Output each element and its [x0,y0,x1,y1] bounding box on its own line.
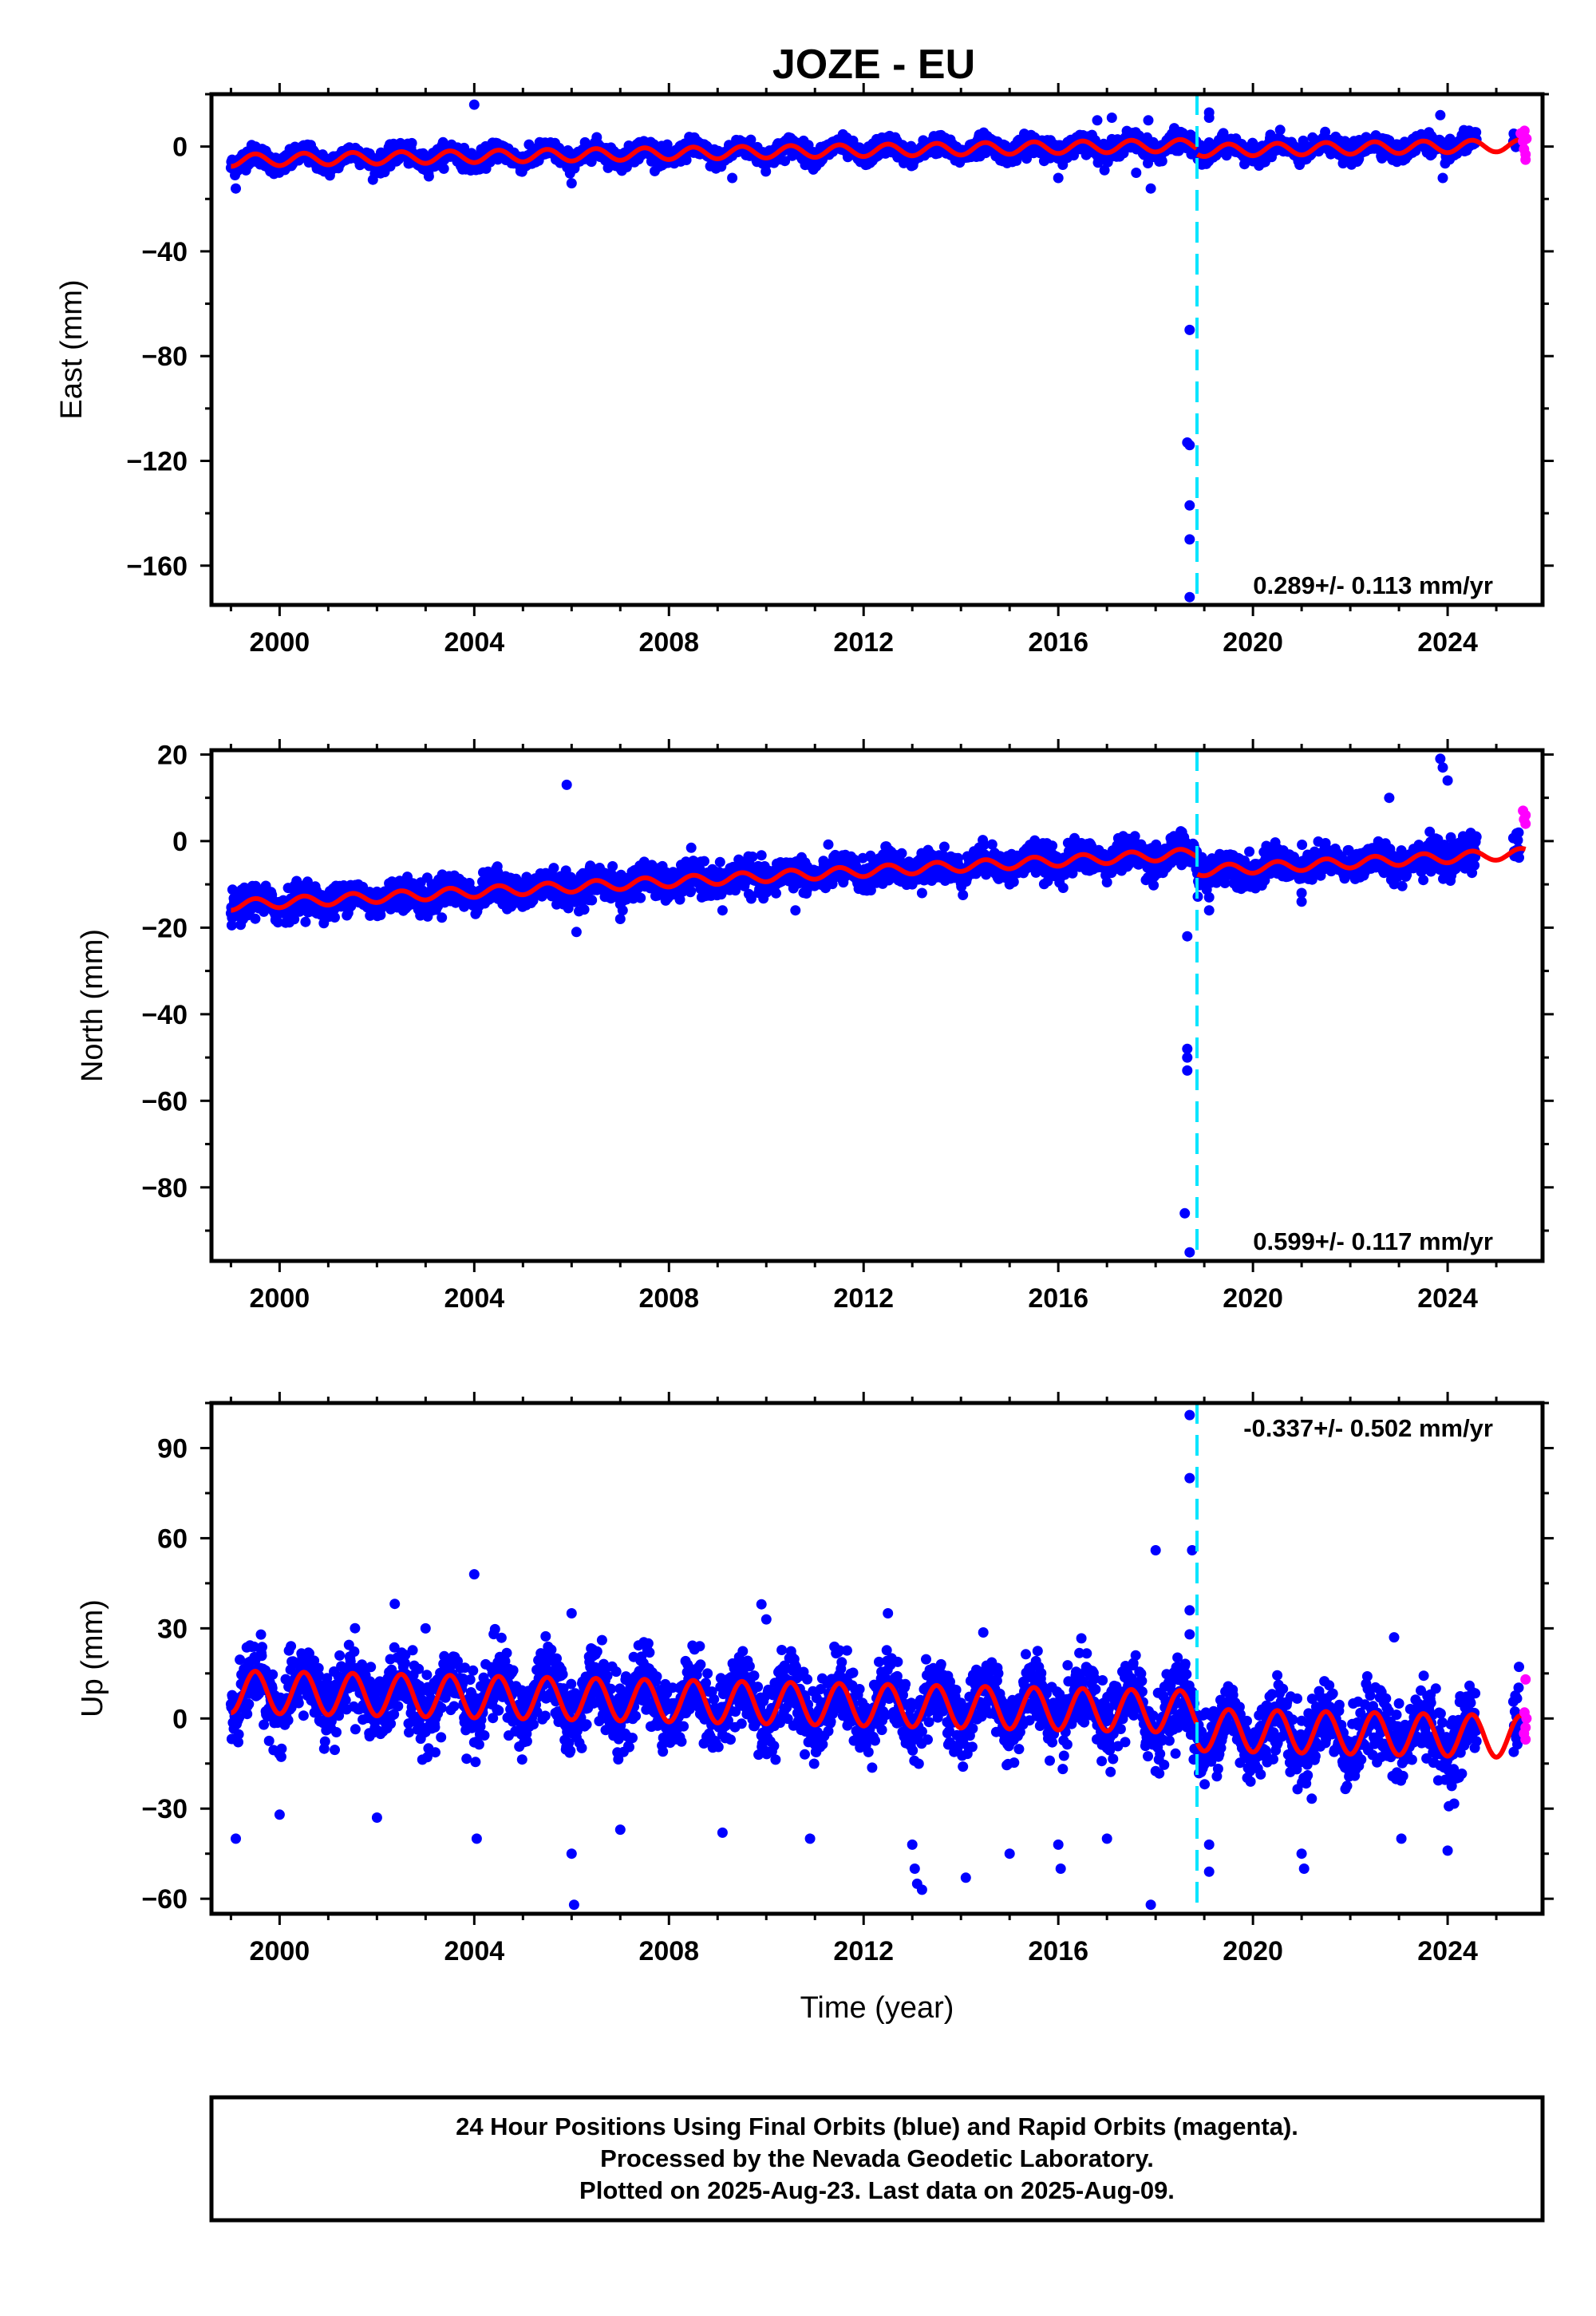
final-orbit-point [745,134,757,145]
final-orbit-point [1274,124,1286,136]
outlier-point [1131,168,1142,178]
final-orbit-point [437,912,448,923]
outlier-point [1053,172,1064,184]
rapid-orbit-point [1519,125,1530,136]
final-orbit-point [607,861,618,871]
outlier-point [1092,115,1103,126]
x-tick-label: 2024 [1417,627,1478,658]
final-orbit-point [548,863,559,874]
y-tick-label: −160 [126,551,188,582]
final-orbit-point [330,912,340,923]
outlier-point [1184,591,1195,603]
final-orbit-point [771,887,781,899]
outlier-point [1437,172,1448,184]
y-tick-label: 0 [172,132,188,163]
outlier-point [566,178,577,189]
final-orbit-point [586,156,597,168]
outlier-point [1106,113,1117,123]
x-tick-label: 2000 [250,627,310,658]
x-tick-label: 2004 [444,627,505,658]
final-orbit-point [300,916,311,927]
outlier-point [1203,113,1215,123]
final-orbit-point [760,166,772,177]
outlier-point [1184,534,1195,545]
final-orbit-point [699,856,709,867]
final-orbit-points [225,753,1525,1258]
outlier-point [727,172,738,184]
y-tick-label: −80 [141,342,188,372]
final-orbit-point [438,163,449,174]
outlier-point [1184,324,1195,335]
outlier-point [468,99,480,110]
north-panel: 2000 2004 2008 2012 2016 2020 2024200−20−40−60… [76,739,1554,1314]
final-orbit-point [685,842,697,853]
final-orbit-point [523,139,535,150]
panel-frame [209,92,1545,607]
outlier-point [1143,115,1154,126]
final-orbit-point [756,850,767,861]
x-tick-label: 2020 [1223,627,1283,658]
outlier-point [1184,440,1195,451]
final-orbit-point [823,839,834,850]
y-axis-label: East (mm) [55,279,89,419]
plot-area [225,99,1532,603]
final-orbit-point [406,137,417,148]
final-orbit-point [938,841,950,852]
final-orbit-point [681,155,692,165]
final-orbit-point [250,913,261,924]
rapid-orbit-point [1520,154,1531,165]
velocity-label: 0.289+/- 0.113 mm/yr [1253,571,1493,599]
plot-area [225,753,1531,1258]
y-tick-label: −40 [141,237,188,267]
final-orbit-point [747,852,758,862]
final-orbit-point [714,856,725,868]
east-panel: 2000 2004 2008 2012 2016 2020 2024 0 −40 −80 −120 −… [55,83,1554,658]
outlier-point [1145,183,1156,194]
final-orbit-point [780,156,791,167]
final-orbit-point [662,139,673,150]
y-tick-label: −120 [126,446,188,476]
outlier-point [231,183,241,194]
final-orbit-point [1156,156,1167,167]
x-tick-label: 2008 [638,627,699,658]
final-orbit-point [423,171,434,182]
final-orbit-point [685,886,697,896]
x-tick-label: 2012 [833,627,894,658]
outlier-point [1184,500,1195,511]
final-orbit-point [579,904,590,915]
x-tick-label: 2016 [1028,627,1088,658]
outlier-point [1435,109,1446,121]
final-orbit-points [225,99,1525,603]
final-orbit-point [587,895,598,906]
figure-title: JOZE - EU [772,41,975,88]
final-orbit-point [1021,153,1032,164]
final-orbit-point [635,892,646,903]
final-orbit-point [896,848,907,859]
